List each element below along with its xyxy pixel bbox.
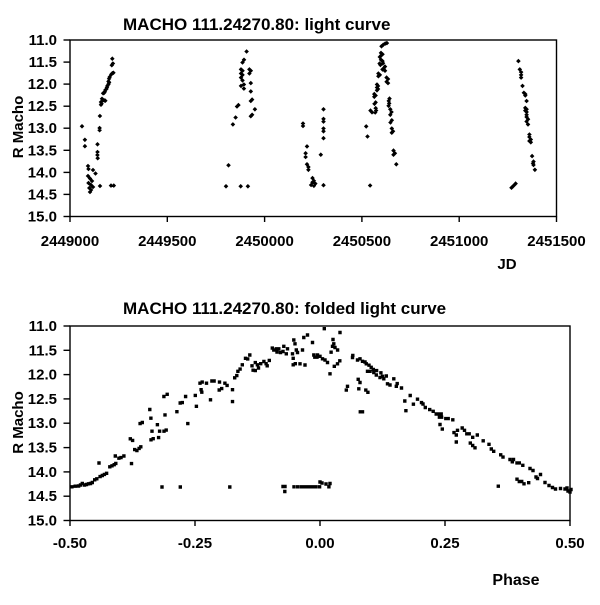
- svg-text:14.0: 14.0: [28, 464, 57, 481]
- svg-text:2450500: 2450500: [333, 233, 391, 250]
- svg-text:14.5: 14.5: [28, 488, 57, 505]
- svg-text:0.00: 0.00: [305, 535, 334, 552]
- svg-text:11.5: 11.5: [29, 54, 57, 71]
- svg-text:12.5: 12.5: [28, 391, 57, 408]
- svg-text:-0.50: -0.50: [53, 535, 87, 552]
- svg-text:12.0: 12.0: [28, 76, 57, 93]
- svg-text:0.25: 0.25: [430, 535, 459, 552]
- svg-text:-0.25: -0.25: [178, 535, 212, 552]
- svg-text:15.0: 15.0: [28, 209, 57, 226]
- svg-text:R Macho: R Macho: [10, 391, 27, 454]
- svg-text:MACHO 111.24270.80: folded lig: MACHO 111.24270.80: folded light curve: [123, 299, 446, 318]
- svg-text:2451500: 2451500: [527, 233, 585, 250]
- svg-text:11.0: 11.0: [29, 32, 57, 49]
- svg-text:13.0: 13.0: [28, 415, 57, 432]
- svg-text:MACHO 111.24270.80: light curv: MACHO 111.24270.80: light curve: [123, 15, 390, 34]
- svg-text:11.5: 11.5: [29, 342, 57, 359]
- svg-text:12.5: 12.5: [28, 98, 57, 115]
- svg-text:15.0: 15.0: [28, 513, 57, 530]
- svg-text:R Macho: R Macho: [10, 96, 27, 159]
- svg-text:11.0: 11.0: [29, 318, 57, 335]
- svg-text:12.0: 12.0: [28, 367, 57, 384]
- svg-text:JD: JD: [497, 256, 516, 273]
- svg-text:13.5: 13.5: [28, 142, 57, 159]
- svg-text:2450000: 2450000: [235, 233, 293, 250]
- svg-text:2449000: 2449000: [41, 233, 99, 250]
- svg-text:2449500: 2449500: [138, 233, 196, 250]
- svg-text:0.50: 0.50: [555, 535, 584, 552]
- svg-text:13.5: 13.5: [28, 440, 57, 457]
- svg-text:14.0: 14.0: [28, 164, 57, 181]
- svg-text:2451000: 2451000: [430, 233, 488, 250]
- svg-text:14.5: 14.5: [28, 186, 57, 203]
- svg-text:13.0: 13.0: [28, 120, 57, 137]
- svg-text:Phase: Phase: [492, 572, 539, 589]
